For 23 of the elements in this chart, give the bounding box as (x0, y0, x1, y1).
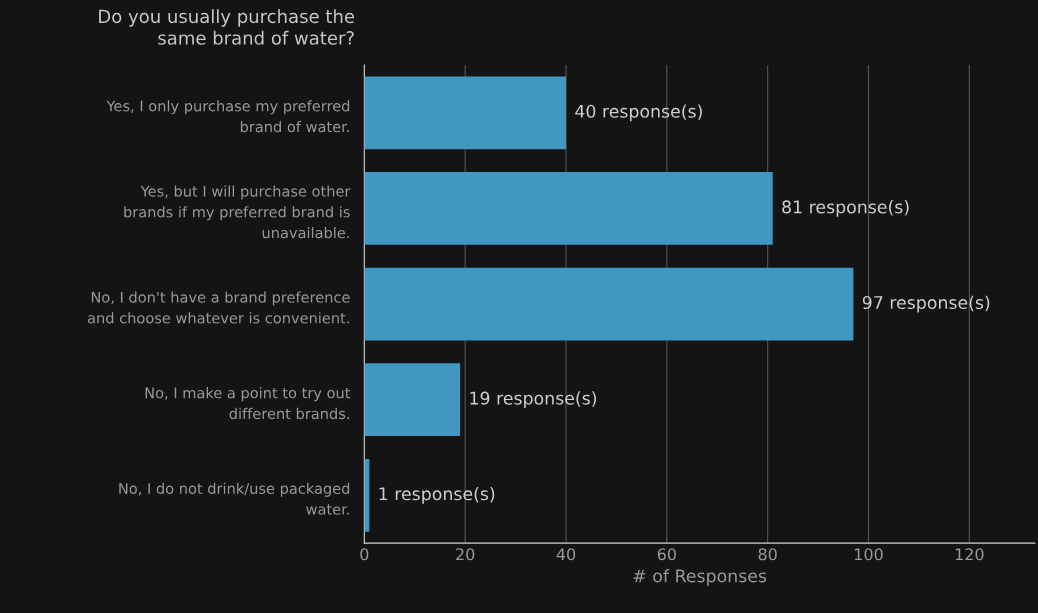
y-tick-label: No, I do not drink/use packaged water. (119, 482, 350, 515)
x-tick-label: 0 (360, 548, 369, 561)
data-label: 19 response(s) (470, 391, 597, 409)
bar (364, 76, 567, 150)
x-axis-title: # of Responses (633, 568, 767, 586)
x-tick-label: 40 (556, 548, 576, 561)
y-tick-label: No, I make a point to try out different brands. (145, 387, 351, 420)
bar (364, 172, 773, 245)
x-tick-label: 80 (758, 548, 777, 561)
y-tick-label: No, I don't have a brand preference and choose whatever is convenient. (87, 291, 350, 324)
chart-title: Do you usually purchase the same brand of water? (99, 9, 355, 45)
x-tick-label: 100 (855, 548, 883, 561)
x-tick-label: 20 (456, 548, 475, 561)
x-tick-label: 60 (657, 548, 676, 561)
data-label: 1 response(s) (379, 486, 495, 504)
bar (364, 363, 461, 437)
y-tick-label: Yes, I only purchase my preferred brand of water. (106, 100, 350, 133)
x-tick-label: 120 (955, 548, 984, 561)
y-tick-label: Yes, but I will purchase other brands if my preferred brand is unavailable. (124, 185, 351, 239)
data-label: 81 response(s) (782, 200, 909, 217)
bar (364, 267, 854, 341)
data-label: 40 response(s) (575, 104, 702, 122)
data-label: 97 response(s) (862, 295, 990, 313)
